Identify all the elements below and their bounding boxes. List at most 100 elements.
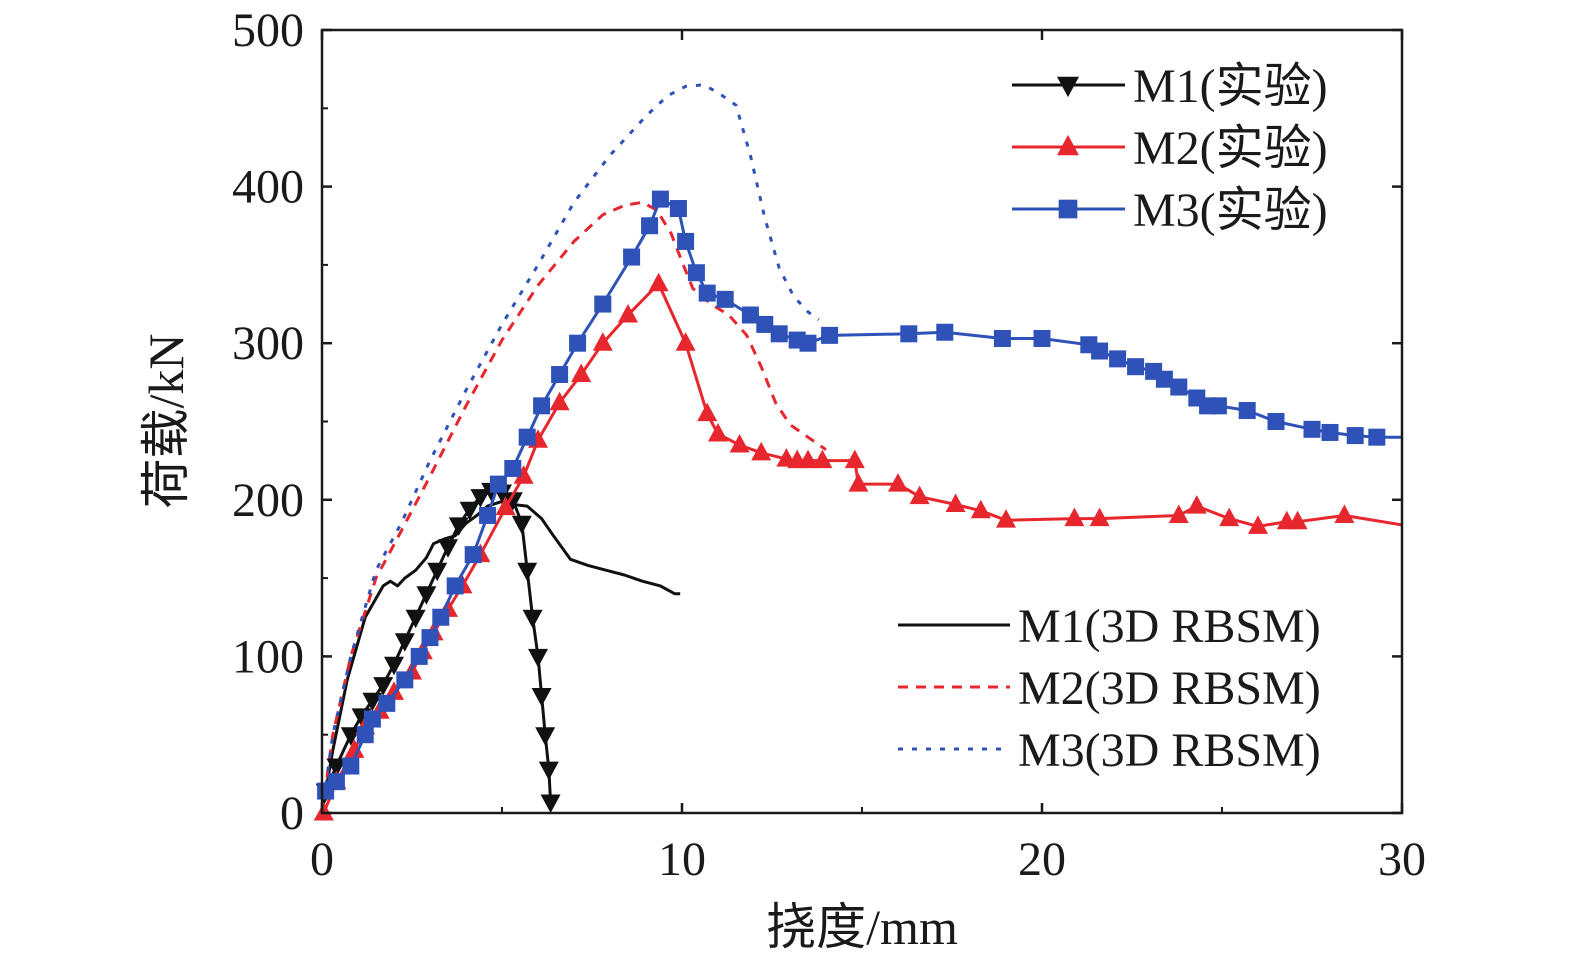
data-point — [513, 465, 534, 484]
data-point — [421, 629, 439, 647]
data-point — [708, 423, 728, 442]
data-point — [373, 677, 394, 696]
legend-label: M1(3D RBSM) — [1018, 600, 1321, 653]
data-point — [651, 190, 669, 208]
data-point — [1334, 504, 1355, 523]
data-point — [538, 761, 559, 781]
data-point — [945, 493, 966, 512]
data-point — [531, 688, 552, 707]
legend-label: M3(实验) — [1133, 184, 1328, 237]
data-point — [1287, 510, 1308, 530]
data-point — [504, 459, 522, 477]
data-point — [479, 506, 497, 524]
data-point — [535, 727, 556, 746]
y-tick-label: 300 — [232, 317, 304, 370]
data-point — [528, 648, 548, 668]
data-point — [799, 334, 817, 352]
legend-simulation: M1(3D RBSM) M2(3D RBSM) M3(3D RBSM) — [898, 600, 1321, 777]
data-point — [518, 428, 536, 446]
data-point — [698, 284, 716, 302]
data-point — [996, 509, 1016, 528]
data-point — [396, 671, 414, 689]
data-point — [844, 449, 865, 469]
data-point — [648, 272, 669, 292]
data-point — [1267, 413, 1285, 430]
data-point — [848, 473, 869, 492]
data-point — [618, 304, 638, 323]
data-point — [446, 577, 464, 595]
data-point — [427, 562, 448, 582]
y-axis-label: 荷载/kN — [138, 334, 194, 509]
data-point — [533, 397, 551, 415]
legend-label: M1(实验) — [1133, 60, 1328, 113]
data-point — [326, 758, 347, 778]
data-point — [363, 710, 381, 728]
legend-experiment: M1(实验) M2(实验) M3(实验) — [1012, 60, 1328, 237]
data-point — [517, 562, 538, 582]
data-point — [344, 739, 365, 758]
data-point — [623, 248, 641, 266]
data-point — [1321, 423, 1339, 441]
data-point — [1186, 495, 1207, 514]
data-point — [464, 546, 482, 564]
data-point — [410, 647, 428, 665]
data-point — [362, 692, 383, 712]
data-point — [327, 773, 345, 791]
data-point — [394, 633, 415, 652]
data-point — [1127, 358, 1145, 376]
data-point — [900, 325, 918, 343]
series-line-m1-3d-rbsm — [320, 499, 681, 814]
data-point — [675, 332, 696, 351]
legend-marker — [1058, 199, 1078, 219]
data-point — [770, 325, 788, 343]
data-point — [549, 391, 570, 411]
x-tick-label: 30 — [1378, 833, 1426, 886]
data-point — [741, 306, 759, 324]
series-line-m2-3d-rbsm — [320, 200, 827, 814]
data-point — [669, 200, 687, 218]
data-point — [1089, 507, 1110, 527]
series-line-m3-3d-rbsm — [320, 83, 820, 814]
data-point — [432, 608, 450, 626]
data-point — [677, 232, 695, 250]
data-point — [356, 726, 374, 744]
data-point — [1238, 402, 1256, 420]
data-point — [502, 492, 523, 511]
data-point — [438, 539, 458, 558]
x-tick-label: 10 — [658, 833, 706, 886]
data-point — [821, 326, 839, 344]
data-point — [1033, 330, 1051, 348]
data-point — [540, 794, 561, 814]
data-point — [448, 517, 469, 536]
x-axis-label: 挠度/mm — [766, 899, 958, 955]
legend-marker — [1057, 134, 1079, 156]
data-point — [551, 366, 569, 384]
plot-layer — [313, 83, 1403, 821]
data-point — [716, 290, 734, 308]
data-point — [697, 402, 718, 422]
data-point — [594, 295, 612, 313]
data-point — [405, 609, 426, 629]
data-point — [993, 330, 1011, 348]
data-point — [1109, 350, 1127, 368]
y-tick-label: 400 — [232, 161, 304, 214]
data-point — [1168, 504, 1189, 523]
data-point — [641, 217, 659, 235]
data-point — [687, 264, 705, 282]
data-point — [470, 489, 491, 508]
data-point — [1248, 515, 1268, 534]
data-point — [384, 656, 404, 676]
data-point — [569, 334, 587, 352]
data-point — [1091, 342, 1109, 360]
y-tick-label: 100 — [232, 630, 304, 683]
data-point — [1170, 378, 1188, 396]
y-tick-label: 500 — [232, 4, 304, 57]
data-point — [888, 473, 908, 492]
data-point — [756, 315, 774, 333]
data-point — [459, 501, 480, 521]
data-point — [592, 332, 613, 351]
data-point — [416, 586, 437, 605]
data-point — [1219, 507, 1240, 527]
